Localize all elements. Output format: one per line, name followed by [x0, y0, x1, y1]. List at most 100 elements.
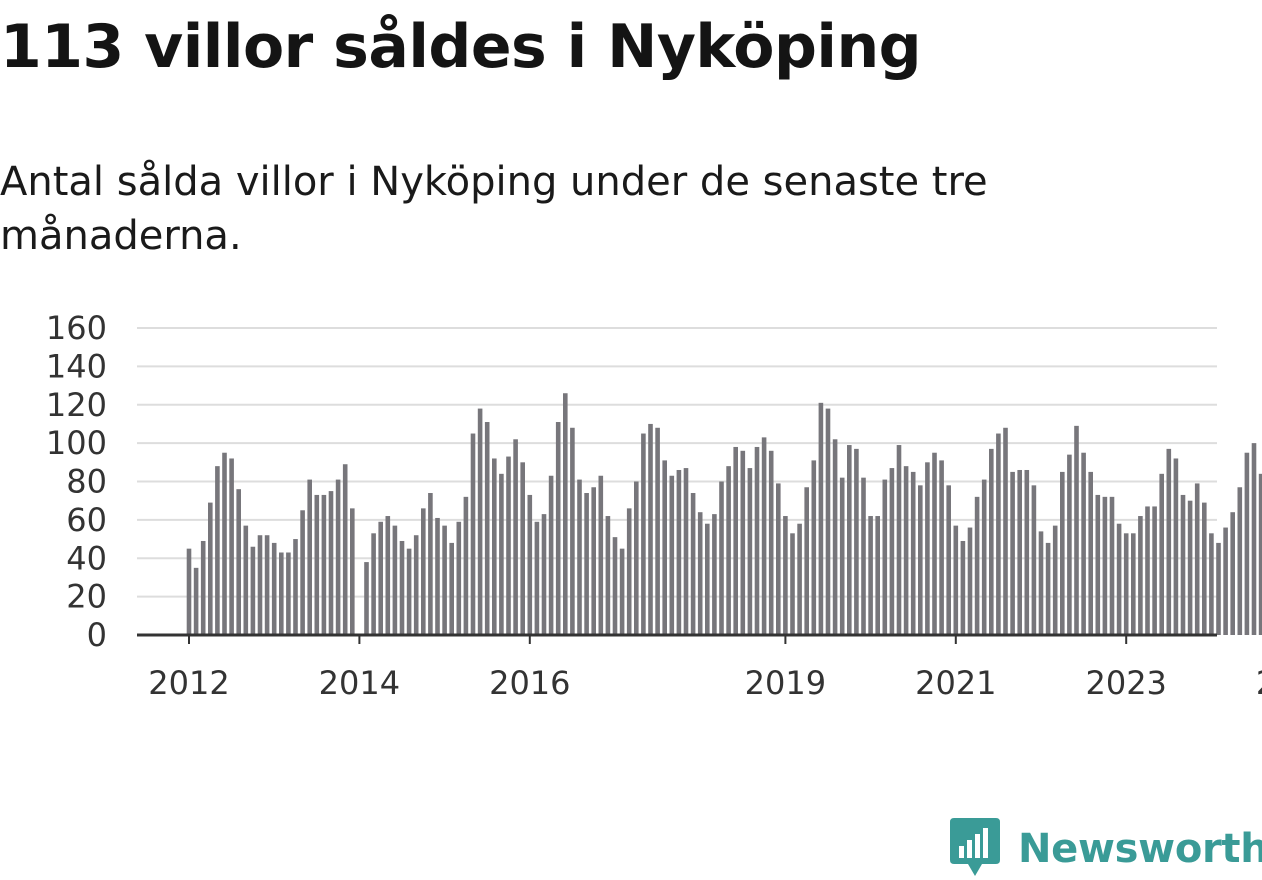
bar	[342, 464, 348, 635]
bar	[662, 460, 667, 635]
bar	[832, 439, 838, 635]
y-tick-label: 160	[46, 309, 107, 347]
bar	[705, 523, 710, 635]
bar	[626, 508, 632, 635]
bar	[712, 514, 717, 635]
bar	[1081, 452, 1086, 635]
bar	[776, 483, 781, 635]
bar	[570, 427, 575, 635]
bar	[960, 540, 966, 635]
bar	[442, 525, 447, 635]
bar	[946, 485, 951, 635]
bar	[676, 469, 682, 635]
bar	[1038, 531, 1044, 635]
bar	[797, 523, 802, 635]
bar	[768, 450, 774, 635]
bar	[719, 481, 724, 635]
bar	[1109, 496, 1115, 635]
bar	[413, 535, 419, 635]
bar	[981, 479, 987, 635]
bar	[271, 542, 277, 635]
bar	[598, 475, 604, 635]
bar	[520, 462, 525, 635]
bar	[953, 525, 959, 635]
y-tick-label: 100	[46, 424, 107, 462]
bar	[804, 487, 809, 635]
bar	[1116, 523, 1122, 635]
bar	[811, 460, 817, 635]
x-axis-ticks: 2012 2014 2016 2019 2021 2023 2025	[148, 635, 1262, 702]
bar	[761, 437, 767, 635]
bar	[335, 479, 341, 635]
bar	[747, 468, 753, 635]
bar	[1067, 454, 1072, 635]
bar	[839, 477, 845, 635]
bar	[1102, 496, 1108, 635]
x-tick-label: 2025	[1256, 664, 1262, 702]
bar	[1209, 533, 1214, 635]
bar	[456, 521, 462, 635]
bar	[563, 393, 568, 635]
bar	[1216, 542, 1221, 635]
bar	[690, 493, 696, 635]
bar	[250, 546, 256, 635]
bar	[903, 466, 909, 635]
bar	[229, 458, 234, 635]
bar	[1060, 471, 1065, 635]
bar	[300, 510, 305, 635]
bar	[989, 448, 994, 635]
bar	[392, 525, 398, 635]
bar	[555, 422, 561, 635]
bar	[577, 479, 582, 635]
chart-title: 113 villor såldes i Nyköping	[0, 12, 922, 82]
bar	[1187, 500, 1193, 635]
bar	[1123, 533, 1129, 635]
bar	[1095, 494, 1101, 635]
bar	[939, 460, 944, 635]
x-tick-label: 2014	[319, 664, 400, 702]
bar	[648, 423, 653, 635]
bar	[1031, 485, 1037, 635]
bar	[584, 493, 589, 635]
bar	[435, 517, 440, 635]
bar	[314, 494, 320, 635]
bar	[208, 502, 213, 635]
bar	[492, 458, 497, 635]
bar	[513, 439, 518, 635]
bar	[655, 427, 660, 635]
bar	[1173, 458, 1179, 635]
bar	[932, 452, 937, 635]
bar	[406, 548, 412, 635]
bar	[1010, 471, 1015, 635]
bar	[257, 535, 263, 635]
bar	[1230, 512, 1235, 635]
bar	[868, 516, 873, 635]
bar	[286, 552, 291, 635]
bar	[378, 521, 383, 635]
bar	[889, 468, 895, 635]
bar	[854, 448, 859, 635]
bar	[541, 514, 547, 635]
bar	[882, 479, 888, 635]
y-tick-label: 20	[66, 578, 107, 616]
bar	[591, 487, 596, 635]
bar	[1237, 487, 1243, 635]
bar	[669, 475, 675, 635]
bar	[1152, 506, 1157, 635]
bar	[548, 475, 554, 635]
bar	[484, 422, 490, 635]
bar	[421, 508, 426, 635]
bar	[1159, 473, 1164, 635]
bar	[847, 445, 852, 635]
bar	[754, 446, 760, 635]
y-tick-label: 40	[66, 539, 107, 577]
bar	[790, 533, 795, 635]
y-tick-label: 140	[46, 347, 107, 385]
bar	[449, 542, 454, 635]
bar	[612, 537, 618, 635]
bar	[605, 516, 611, 635]
bar	[683, 468, 689, 635]
bar	[1045, 542, 1051, 635]
bar	[385, 516, 391, 635]
